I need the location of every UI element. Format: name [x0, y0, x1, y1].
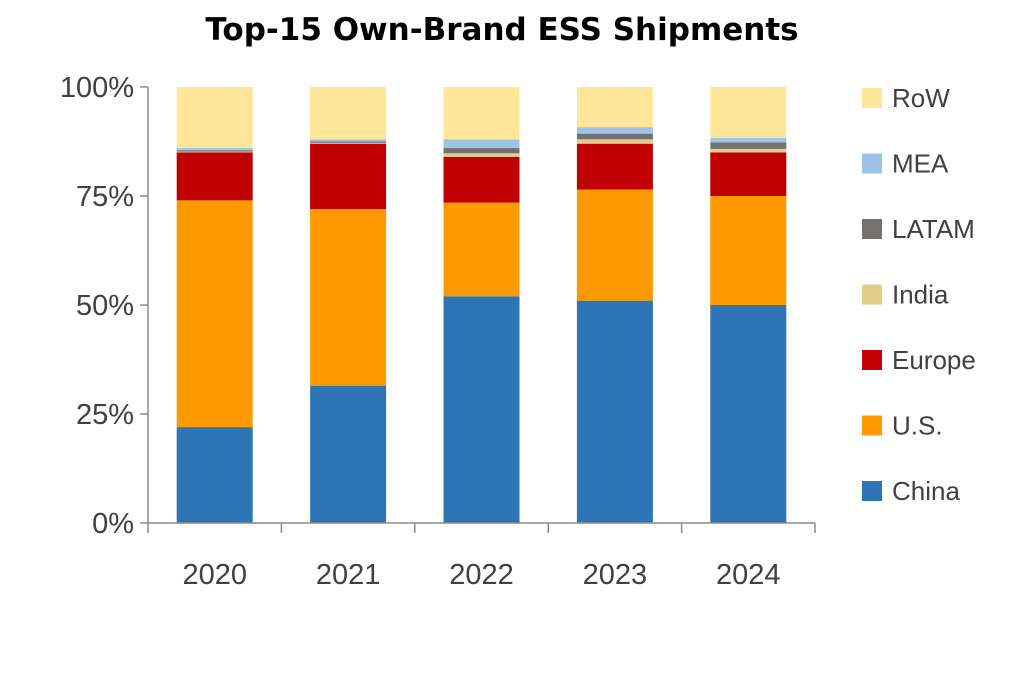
- legend-swatch-mea: [862, 153, 882, 174]
- bar-china-2022: [443, 296, 520, 523]
- bar-europe-2021: [310, 143, 387, 210]
- bar-mea-2022: [443, 139, 520, 149]
- legend-label: China: [892, 476, 960, 506]
- x-tick-label: 2021: [316, 559, 381, 591]
- chart-title: Top-15 Own-Brand ESS Shipments: [205, 12, 799, 48]
- legend-swatch-india: [862, 284, 882, 305]
- bar-india-2022: [443, 153, 520, 157]
- bar-mea-2020: [176, 148, 253, 151]
- bar-india-2021: [310, 142, 387, 144]
- bar-mea-2024: [710, 138, 787, 143]
- bar-u-s--2023: [576, 189, 653, 301]
- bar-row-2023: [576, 87, 653, 128]
- legend-swatch-row: [862, 88, 882, 108]
- axes-layer: 0% 25% 50% 75% 100% 2020 2021 2022 2023 2024: [60, 72, 816, 591]
- legend-label: Europe: [892, 345, 976, 375]
- legend-swatch-europe: [862, 350, 882, 370]
- legend: RoW MEA LATAM India Europe U.S. China: [862, 83, 976, 506]
- y-tick-label: 0%: [92, 508, 134, 540]
- legend-label: MEA: [892, 149, 949, 179]
- bar-row-2020: [176, 87, 253, 149]
- x-tick-label: 2020: [182, 559, 247, 591]
- x-tick-label: 2024: [716, 559, 781, 591]
- x-tick-label: 2023: [583, 559, 648, 591]
- bar-india-2020: [176, 151, 253, 153]
- bar-mea-2021: [310, 139, 387, 142]
- legend-swatch-u-s-: [862, 415, 882, 436]
- bar-europe-2020: [176, 152, 253, 201]
- bar-mea-2023: [576, 127, 653, 134]
- bar-china-2020: [176, 427, 253, 523]
- bar-latam-2022: [443, 148, 520, 154]
- legend-swatch-china: [862, 481, 882, 501]
- legend-label: India: [892, 280, 949, 310]
- legend-swatch-latam: [862, 219, 882, 239]
- bar-latam-2020: [176, 150, 253, 152]
- bar-europe-2023: [576, 143, 653, 190]
- bar-china-2023: [576, 300, 653, 523]
- bar-row-2022: [443, 87, 520, 140]
- bar-latam-2024: [710, 142, 787, 149]
- bar-row-2021: [310, 87, 387, 140]
- bar-latam-2021: [310, 141, 387, 143]
- bar-europe-2022: [443, 156, 520, 203]
- bar-u-s--2020: [176, 200, 253, 428]
- y-tick-label: 50%: [76, 290, 134, 322]
- x-tick-label: 2022: [449, 559, 514, 591]
- bar-china-2024: [710, 305, 787, 523]
- bar-india-2024: [710, 148, 787, 153]
- bar-row-2024: [710, 87, 787, 139]
- legend-label: RoW: [892, 83, 950, 113]
- legend-label: U.S.: [892, 411, 943, 441]
- bar-u-s--2022: [443, 202, 520, 297]
- y-tick-label: 100%: [60, 72, 134, 104]
- y-tick-label: 25%: [76, 399, 134, 431]
- bar-europe-2024: [710, 152, 787, 196]
- bar-u-s--2024: [710, 196, 787, 305]
- y-tick-label: 75%: [76, 181, 134, 213]
- legend-label: LATAM: [892, 214, 975, 244]
- bar-u-s--2021: [310, 209, 387, 386]
- bars-layer: [176, 87, 787, 523]
- bar-china-2021: [310, 385, 387, 523]
- bar-latam-2023: [576, 133, 653, 140]
- bar-india-2023: [576, 139, 653, 144]
